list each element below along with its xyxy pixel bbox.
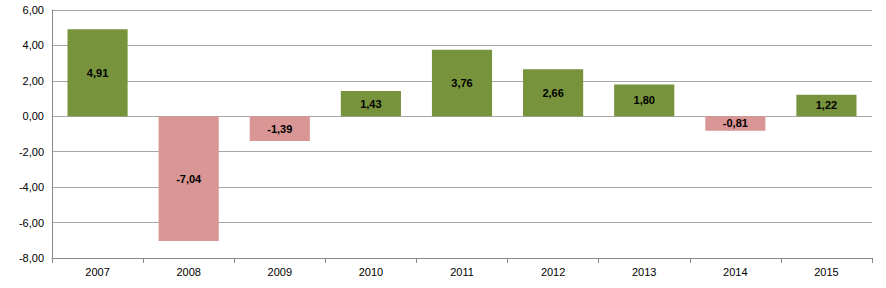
svg-text:-2,00: -2,00 [19, 146, 44, 158]
svg-text:-6,00: -6,00 [19, 217, 44, 229]
svg-text:2012: 2012 [541, 266, 565, 278]
svg-text:1,43: 1,43 [360, 98, 381, 110]
svg-text:2,00: 2,00 [23, 75, 44, 87]
svg-text:-0,81: -0,81 [723, 117, 748, 129]
svg-text:2009: 2009 [268, 266, 292, 278]
svg-text:2013: 2013 [632, 266, 656, 278]
svg-text:2007: 2007 [85, 266, 109, 278]
svg-text:2,66: 2,66 [542, 87, 563, 99]
svg-text:2015: 2015 [814, 266, 838, 278]
svg-text:3,76: 3,76 [451, 77, 472, 89]
svg-text:4,00: 4,00 [23, 39, 44, 51]
svg-text:2008: 2008 [176, 266, 200, 278]
svg-text:2011: 2011 [450, 266, 474, 278]
svg-text:1,80: 1,80 [634, 94, 655, 106]
svg-text:4,91: 4,91 [87, 67, 108, 79]
svg-text:2010: 2010 [359, 266, 383, 278]
svg-text:-7,04: -7,04 [176, 173, 202, 185]
svg-text:2014: 2014 [723, 266, 747, 278]
svg-text:1,22: 1,22 [816, 99, 837, 111]
svg-text:-8,00: -8,00 [19, 252, 44, 264]
svg-text:-1,39: -1,39 [267, 123, 292, 135]
svg-text:6,00: 6,00 [23, 4, 44, 16]
svg-text:-4,00: -4,00 [19, 181, 44, 193]
svg-text:0,00: 0,00 [23, 110, 44, 122]
